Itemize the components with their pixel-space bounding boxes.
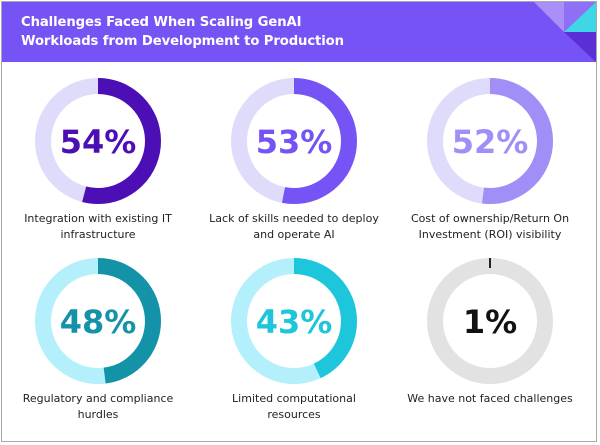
caption-line-1: Integration with existing IT xyxy=(24,212,172,225)
donut-value-arc xyxy=(427,78,553,204)
donut-tile: 54% Integration with existing IT infrastru… xyxy=(3,77,193,243)
header-banner: Challenges Faced When Scaling GenAI Work… xyxy=(2,2,596,62)
donut-value-arc xyxy=(231,258,357,384)
donut-tile: 1% We have not faced challenges xyxy=(395,257,585,407)
percentage-label: 52% xyxy=(452,123,529,161)
donut-tile: 48% Regulatory and compliance hurdles xyxy=(3,257,193,423)
donut-caption: Limited computational resources xyxy=(199,391,389,423)
donut-chart: 52% xyxy=(427,78,553,204)
donut-chart: 53% xyxy=(231,78,357,204)
title-line-1: Challenges Faced When Scaling GenAI xyxy=(21,15,302,30)
donut-chart: 43% xyxy=(231,258,357,384)
caption-line-2: Investment (ROI) visibility xyxy=(418,228,562,241)
percentage-label: 54% xyxy=(60,123,137,161)
donut-value-arc xyxy=(35,258,161,384)
donut-chart: 54% xyxy=(35,78,161,204)
percentage-label: 48% xyxy=(60,303,137,341)
caption-line-1: Limited computational xyxy=(232,392,356,405)
caption-line-1: Regulatory and compliance xyxy=(22,392,174,405)
caption-line-2: hurdles xyxy=(77,408,119,421)
percentage-label: 53% xyxy=(256,123,333,161)
percentage-label: 43% xyxy=(256,303,333,341)
caption-line-1: We have not faced challenges xyxy=(407,392,573,405)
caption-line-1: Lack of skills needed to deploy xyxy=(209,212,379,225)
percentage-label: 1% xyxy=(463,303,517,341)
caption-line-2: infrastructure xyxy=(60,228,136,241)
donut-caption: Integration with existing IT infrastructu… xyxy=(3,211,193,243)
donut-caption: Cost of ownership/Return On Investment (R… xyxy=(395,211,585,243)
donut-chart: 48% xyxy=(35,258,161,384)
caption-line-1: Cost of ownership/Return On xyxy=(410,212,570,225)
caption-line-2: resources xyxy=(267,408,321,421)
donut-tile: 43% Limited computational resources xyxy=(199,257,389,423)
caption-line-2: and operate AI xyxy=(253,228,335,241)
chart-title: Challenges Faced When Scaling GenAI Work… xyxy=(21,13,344,51)
donut-caption: Lack of skills needed to deploy and opera… xyxy=(199,211,389,243)
donut-tile: 53% Lack of skills needed to deploy and op… xyxy=(199,77,389,243)
donut-caption: We have not faced challenges xyxy=(395,391,585,407)
donut-tile: 52% Cost of ownership/Return On Investment… xyxy=(395,77,585,243)
donut-value-arc xyxy=(231,78,357,204)
title-line-2: Workloads from Development to Production xyxy=(21,34,344,49)
donut-caption: Regulatory and compliance hurdles xyxy=(3,391,193,423)
donut-chart: 1% xyxy=(427,258,553,384)
corner-decoration-icon xyxy=(534,2,596,62)
donut-value-arc xyxy=(35,78,161,204)
